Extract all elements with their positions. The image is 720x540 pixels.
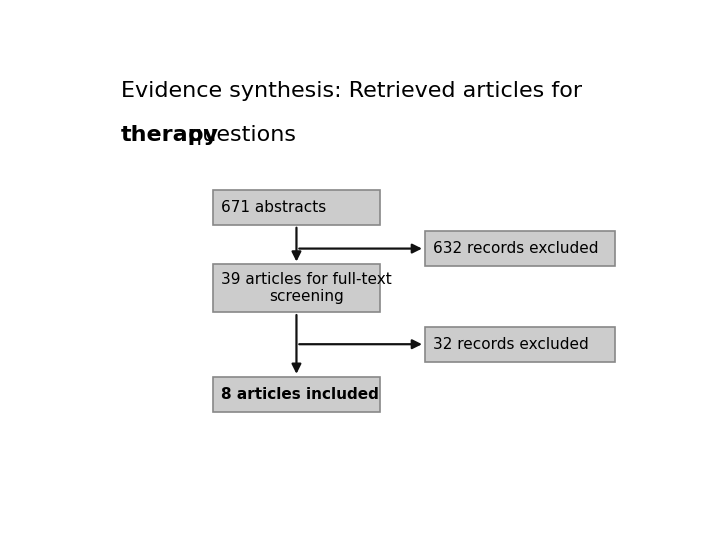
Text: 32 records excluded: 32 records excluded (433, 337, 589, 352)
FancyBboxPatch shape (213, 377, 380, 412)
Text: 632 records excluded: 632 records excluded (433, 241, 598, 256)
FancyBboxPatch shape (213, 190, 380, 225)
FancyBboxPatch shape (425, 327, 615, 362)
Text: 8 articles included: 8 articles included (221, 387, 379, 402)
Text: questions: questions (181, 125, 296, 145)
Text: 39 articles for full-text
screening: 39 articles for full-text screening (221, 272, 392, 305)
Text: therapy: therapy (121, 125, 219, 145)
Text: Evidence synthesis: Retrieved articles for: Evidence synthesis: Retrieved articles f… (121, 82, 582, 102)
FancyBboxPatch shape (425, 231, 615, 266)
Text: 671 abstracts: 671 abstracts (221, 200, 326, 215)
FancyBboxPatch shape (213, 265, 380, 312)
